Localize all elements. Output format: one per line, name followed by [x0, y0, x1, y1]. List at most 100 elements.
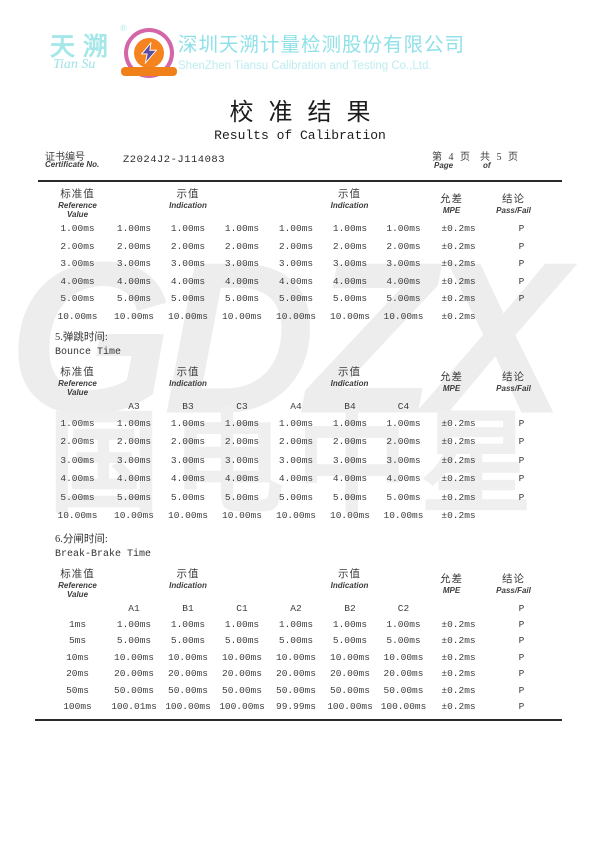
page-number: 第 4 页 [432, 152, 472, 163]
indication-header-en: Indication [169, 581, 207, 590]
mpe-value: ±0.2ms [441, 454, 476, 466]
indication-value: 10.00ms [114, 310, 154, 322]
indication-value: 4.00ms [386, 473, 421, 485]
pass-fail-header-en: Pass/Fail [496, 586, 531, 595]
reference-value: 100ms [63, 701, 92, 713]
indication-value: 100.01ms [111, 701, 157, 713]
indication-value: 20.00ms [276, 668, 316, 680]
column-label: A1 [128, 602, 140, 614]
indication-value: 4.00ms [386, 275, 421, 287]
indication-value: 3.00ms [170, 454, 206, 466]
indication-value: 20.00ms [168, 668, 208, 680]
mpe-value: ±0.2ms [441, 310, 476, 322]
indication-value: 10.00ms [330, 651, 370, 663]
indication-header-cn: 示值 [176, 367, 200, 378]
mpe-value: ±0.2ms [441, 635, 476, 647]
indication-value: 10.00ms [276, 310, 316, 322]
indication-value: 10.00ms [330, 310, 370, 322]
indication-header-en: Indication [169, 201, 207, 210]
divider-top [38, 180, 562, 182]
column-label: B2 [344, 602, 356, 614]
indication-header-en: Indication [330, 379, 369, 388]
indication-value: 5.00ms [224, 491, 260, 503]
indication-header-cn: 示值 [338, 367, 361, 378]
break-time-table: 标准值 Reference Value 示值 Indication 示值 Ind… [40, 562, 562, 715]
indication-value: 5.00ms [278, 635, 314, 647]
result-value: P [518, 240, 525, 252]
indication-value: 2.00ms [224, 240, 260, 252]
company-name-en: ShenZhen Tiansu Calibration and Testing … [178, 60, 432, 72]
pass-fail-header: 结论 Pass/Fail [487, 186, 562, 215]
reference-value-header: 标准值 Reference Value [40, 364, 107, 397]
indication-value: 2.00ms [278, 240, 314, 252]
reference-value: 5.00ms [60, 293, 95, 305]
result-value: P [518, 602, 525, 614]
mpe-value: ±0.2ms [441, 618, 476, 630]
mpe-header-cn: 允差 [440, 372, 463, 383]
reference-value: 4.00ms [60, 473, 95, 485]
reference-header-cn: 标准值 [60, 189, 95, 200]
watermark-gdzx: GDZX [8, 216, 567, 459]
indication-value: 1.00ms [116, 417, 152, 429]
mpe-header: 允差 MPE [430, 186, 487, 215]
watermark-guodian-zhongxing: 国电中星 [48, 401, 544, 526]
reference-header-en1: Reference [58, 581, 97, 590]
indication-value: 1.00ms [332, 618, 368, 630]
indication-value: 10.00ms [330, 510, 370, 522]
pass-fail-header-en: Pass/Fail [496, 206, 531, 215]
reference-value: 1.00ms [60, 417, 95, 429]
indication-value: 50.00ms [222, 684, 262, 696]
mpe-value: ±0.2ms [441, 436, 476, 448]
pass-fail-header-en: Pass/Fail [496, 384, 531, 393]
indication-value: 20.00ms [222, 668, 262, 680]
table-row: 2.00ms 2.00ms 2.00ms 2.00ms 2.00ms 2.00ms 2.00… [40, 238, 562, 256]
reference-value: 3.00ms [60, 454, 95, 466]
indication-value: 1.00ms [116, 618, 152, 630]
indication-value: 1.00ms [278, 223, 314, 235]
table-row: 5.00ms 5.00ms 5.00ms 5.00ms 5.00ms 5.00ms 5.00… [40, 290, 562, 308]
column-label: B1 [182, 602, 194, 614]
indication-value: 3.00ms [386, 454, 421, 466]
mpe-value: ±0.2ms [441, 701, 476, 713]
indication-value: 4.00ms [116, 473, 152, 485]
indication-value: 5.00ms [386, 635, 421, 647]
indication-header-1: 示值 Indication [107, 364, 269, 388]
indication-value: 10.00ms [276, 651, 316, 663]
seal-ribbon [121, 67, 177, 76]
reference-header-en1: Reference [58, 201, 97, 210]
result-value: P [518, 618, 525, 630]
table-row: 10.00ms 10.00ms 10.00ms 10.00ms 10.00ms 10.00… [40, 507, 562, 526]
registered-trademark-icon: ® [120, 23, 127, 33]
column-label: A3 [128, 400, 140, 412]
indication-header-2: 示值 Indication [269, 566, 430, 590]
result-value: P [518, 651, 525, 663]
indication-header-en: Indication [330, 581, 369, 590]
indication-value: 100.00ms [219, 701, 265, 713]
indication-value: 20.00ms [383, 668, 424, 680]
mpe-value: ±0.2ms [441, 510, 476, 522]
table-body: A3 B3 C3 A4 B4 C4 1.00ms 1.00ms 1.00ms 1.00ms 1.00… [40, 398, 562, 525]
indication-header-cn: 示值 [338, 189, 361, 200]
result-value: P [518, 417, 525, 429]
bounce-time-table: 标准值 Reference Value 示值 Indication 示值 Ind… [40, 360, 562, 525]
column-label-row: A1 B1 C1 A2 B2 C2 P [40, 600, 562, 616]
indication-value: 1.00ms [170, 618, 206, 630]
column-label: A4 [290, 400, 302, 412]
indication-value: 1.00ms [224, 417, 260, 429]
indication-value: 10.00ms [222, 310, 262, 322]
indication-value: 2.00ms [170, 436, 206, 448]
indication-value: 10.00ms [114, 510, 154, 522]
reference-value: 2.00ms [60, 436, 95, 448]
indication-value: 100.00ms [327, 701, 373, 713]
indication-value: 10.00ms [276, 510, 316, 522]
brand-header: 天溯 ® Tian Su 深圳天溯计量检测股份有限公司 ShenZhen Tia… [0, 23, 600, 89]
table-row: 20ms 20.00ms 20.00ms 20.00ms 20.00ms 20.00ms 2… [40, 666, 562, 683]
indication-value: 5.00ms [224, 635, 260, 647]
indication-header-2: 示值 Indication [269, 364, 430, 388]
indication-value: 4.00ms [278, 473, 314, 485]
certificate-no-label-cn: 证书编号 [45, 152, 85, 163]
mpe-value: ±0.2ms [441, 491, 476, 503]
indication-value: 10.00ms [222, 510, 262, 522]
indication-value: 5.00ms [170, 491, 206, 503]
mpe-value: ±0.2ms [441, 668, 476, 680]
